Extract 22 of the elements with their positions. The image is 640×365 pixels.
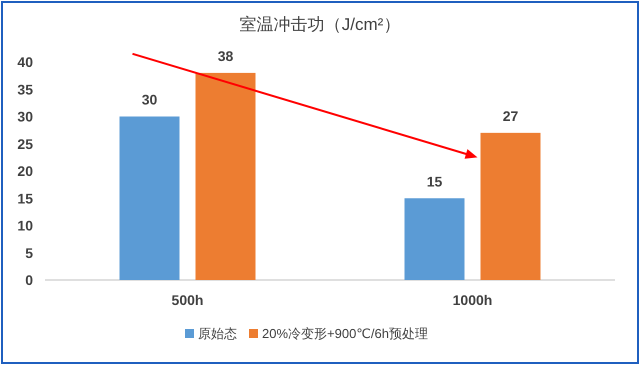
x-tick-label: 500h <box>172 292 204 308</box>
y-tick-label: 40 <box>17 54 34 70</box>
data-label: 38 <box>218 48 234 64</box>
y-tick-label: 35 <box>17 81 34 98</box>
y-tick-label: 25 <box>17 136 34 152</box>
legend-label: 原始态 <box>198 326 237 341</box>
bar <box>120 116 180 280</box>
data-label: 27 <box>502 108 518 124</box>
x-tick-label: 1000h <box>452 292 492 308</box>
y-tick-label: 0 <box>25 272 34 288</box>
y-tick-label: 20 <box>17 163 34 179</box>
y-tick-label: 30 <box>17 108 34 124</box>
data-label: 30 <box>142 92 158 108</box>
y-tick-label: 10 <box>17 218 34 234</box>
y-tick-label: 15 <box>17 190 34 206</box>
legend-label: 20%冷变形+900℃/6h预处理 <box>262 326 428 341</box>
bar <box>404 198 464 280</box>
y-tick-label: 5 <box>25 244 34 261</box>
bar <box>480 132 540 280</box>
chart-title: 室温冲击功（J/cm²） <box>240 15 400 34</box>
bar <box>196 72 256 280</box>
data-label: 15 <box>426 173 442 190</box>
